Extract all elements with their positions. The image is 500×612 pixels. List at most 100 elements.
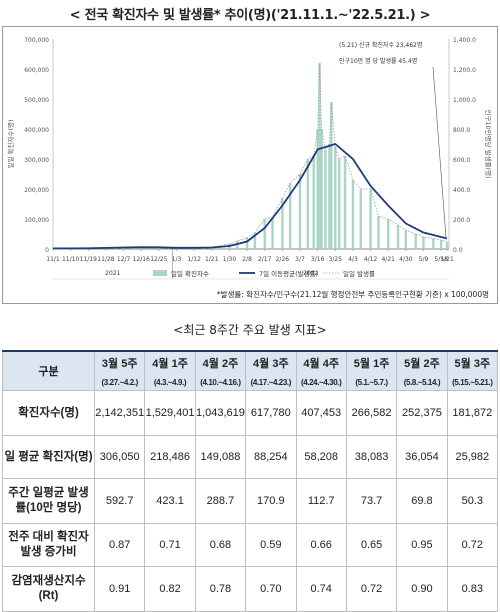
bar [369,189,371,249]
table-cell: 36,054 [397,436,447,479]
bar [324,150,326,249]
table-cell: 0.82 [145,567,195,612]
x-tick-label: 3/25 [329,256,343,263]
bar [313,156,315,249]
bar [264,219,266,249]
bar [271,218,273,250]
bar [352,180,354,249]
table-cell: 50.3 [447,479,497,524]
table-header-row: 구분 3월 5주 4월 1주 4월 2주 4월 3주 4월 4주 5월 1주 5… [3,351,498,374]
week-range: (4.24.~4.30.) [296,374,346,391]
table-cell: 73.7 [346,479,396,524]
table-cell: 25,982 [447,436,497,479]
table-cell: 1,043,619 [195,391,245,436]
week-range: (5.15.~5.21.) [447,374,497,391]
y-tick-label-right: 400.0 [453,187,470,194]
bar [414,234,416,249]
x-tick-label: 1/3 [172,256,182,263]
bar [344,156,346,249]
table-cell: 58,208 [296,436,346,479]
y-tick-label-left: 0 [45,247,49,254]
table-cell: 617,780 [246,391,296,436]
y-tick-label-right: 1,200.0 [453,67,476,74]
x-tick-label: 2/26 [276,256,290,263]
week-header: 5월 1주 [346,351,396,374]
week-header: 5월 3주 [447,351,497,374]
week-header: 4월 2주 [195,351,245,374]
x-tick-label: 11/19 [80,256,97,263]
year-label: 2021 [105,270,120,277]
table-cell: 38,083 [346,436,396,479]
table-cell: 0.90 [397,567,447,612]
table-cell: 266,582 [346,391,396,436]
legend-swatch-bar [153,270,167,276]
table-cell: 0.59 [246,524,296,567]
week-range: (4.10.~4.16.) [195,374,245,391]
table-cell: 0.71 [145,524,195,567]
bar [377,216,379,249]
week-range: (3.27.~4.2.) [95,374,145,391]
x-tick-label: 11/10 [62,256,79,263]
table-cell: 288.7 [195,479,245,524]
table-cell: 0.68 [195,524,245,567]
y-tick-label-left: 700,000 [24,37,49,44]
table-cell: 407,453 [296,391,346,436]
x-tick-label: 1/30 [223,256,237,263]
bar [330,102,332,249]
y-tick-label-left: 600,000 [24,67,49,74]
y-tick-label-right: 800.0 [453,127,470,134]
y-tick-label-left: 300,000 [24,157,49,164]
section-title: <최근 8주간 주요 발생 지표> [0,321,500,338]
table-cell: 0.65 [346,524,396,567]
x-tick-label: 5/21 [440,256,454,263]
table-cell: 0.72 [447,524,497,567]
y-tick-label-right: 0.0 [453,247,463,254]
x-tick-label: 12/7 [117,256,131,263]
bar [338,159,340,249]
table-cell: 0.74 [296,567,346,612]
bar [320,129,322,249]
x-tick-label: 4/3 [348,256,358,263]
x-tick-label: 4/12 [364,256,378,263]
table-cell: 0.83 [447,567,497,612]
annotation-arrow [433,67,446,238]
table-cell: 0.70 [246,567,296,612]
table-cell: 69.8 [397,479,447,524]
week-header: 5월 2주 [397,351,447,374]
bar [387,219,389,249]
week-header: 4월 4주 [296,351,346,374]
y-axis-title-right: 인구10만명당 발생률(명) [484,109,493,178]
y-tick-label-right: 1,000.0 [453,97,476,104]
table-cell: 112.7 [296,479,346,524]
x-tick-label: 4/21 [381,256,395,263]
table-cell: 1,529,401 [145,391,195,436]
bar [299,174,301,249]
x-tick-label: 12/16 [133,256,150,263]
table-cell: 0.78 [195,567,245,612]
annotation-line-1: (5.21) 신규 확진자수 23,462명 [339,41,422,49]
x-tick-label: 11/1 [46,256,60,263]
table-cell: 0.66 [296,524,346,567]
chart-svg: 0100,000200,000300,000400,000500,000600,… [3,27,497,303]
bar [360,189,362,249]
bar [397,225,399,249]
row-label: 감염재생산지수(Rt) [3,567,95,612]
week-range: (4.3.~4.9.) [145,374,195,391]
y-axis-title-left: 일일 확진자수(명) [6,120,15,169]
y-tick-label-left: 400,000 [24,127,49,134]
y-tick-label-left: 500,000 [24,97,49,104]
y-tick-label-right: 600.0 [453,157,470,164]
y-tick-label-left: 200,000 [24,187,49,194]
table-cell: 0.72 [346,567,396,612]
table-cell: 0.91 [95,567,145,612]
table-cell: 0.95 [397,524,447,567]
table-cell: 423.1 [145,479,195,524]
bar [422,237,424,249]
x-tick-label: 3/16 [311,256,325,263]
